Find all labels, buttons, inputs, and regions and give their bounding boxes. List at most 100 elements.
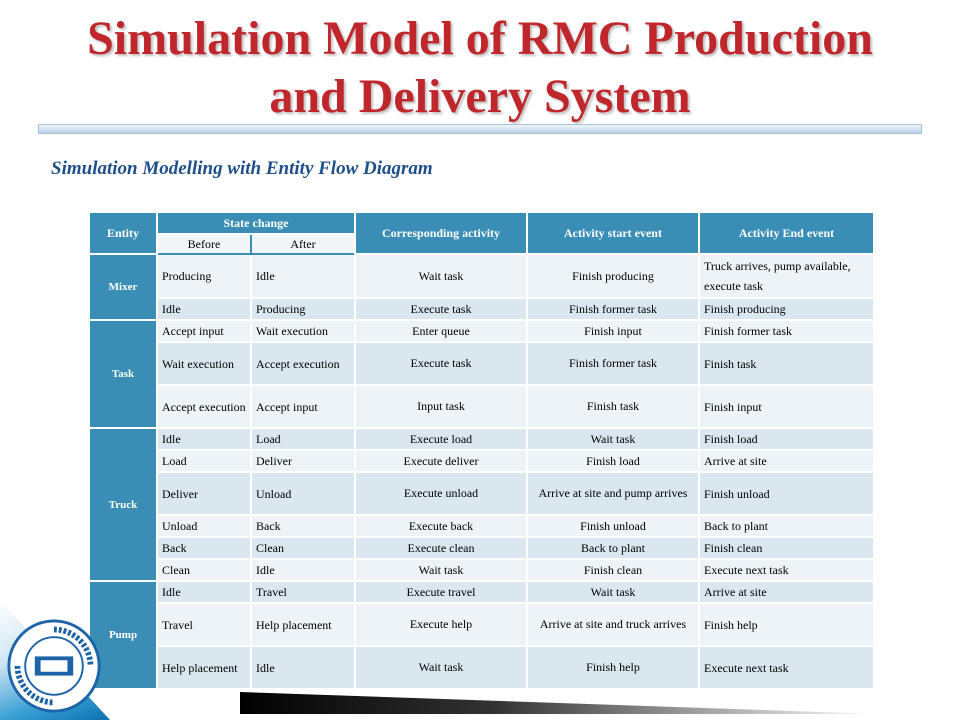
cell-before: Idle [156, 580, 252, 604]
cell-activity: Enter queue [354, 319, 528, 343]
title-divider [38, 124, 922, 134]
header-activity: Corresponding activity [354, 211, 528, 255]
cell-end: Execute next task [698, 558, 875, 582]
cell-after: Producing [250, 297, 356, 321]
cell-activity: Execute task [354, 297, 528, 321]
table-body: Mixer Producing Idle Wait task Finish produc… [88, 253, 875, 690]
table-row: Back Clean Execute clean Back to plant Finis… [89, 536, 875, 560]
cell-activity: Execute help [354, 602, 528, 647]
table-row: Pump Idle Travel Execute travel Wait task Arr… [88, 580, 875, 690]
table-row: Idle Producing Execute task Finish former t… [89, 297, 875, 321]
cell-before: Accept execution [156, 384, 252, 429]
cell-end: Arrive at site [698, 449, 875, 473]
cell-activity: Execute unload [354, 471, 528, 516]
header-start-event: Activity start event [526, 211, 700, 255]
cell-before: Idle [156, 427, 252, 451]
cell-after: Wait execution [250, 319, 356, 343]
entity-cell: Truck [88, 427, 158, 582]
entity-cell: Mixer [88, 253, 158, 321]
cell-start: Wait task [526, 580, 700, 604]
cell-before: Travel [156, 602, 252, 647]
cell-before: Help placement [156, 645, 252, 690]
table-row: Clean Idle Wait task Finish clean Execute ne… [89, 558, 875, 582]
cell-activity: Execute back [354, 514, 528, 538]
entity-flow-table: Entity State change Corresponding activi… [88, 211, 875, 690]
cell-end: Finish task [698, 341, 875, 386]
slide-title-line2: and Delivery System [269, 70, 691, 123]
table-row: Travel Help placement Execute help Arrive a… [89, 602, 875, 647]
cell-before: Deliver [156, 471, 252, 516]
slide-title-line1: Simulation Model of RMC Production [87, 12, 873, 65]
cell-end: Execute next task [698, 645, 875, 690]
cell-start: Finish help [526, 645, 700, 690]
cell-before: Idle [156, 297, 252, 321]
cell-end: Finish former task [698, 319, 875, 343]
cell-activity: Input task [354, 384, 528, 429]
cell-end: Finish load [698, 427, 875, 451]
cell-activity: Wait task [354, 253, 528, 299]
cell-before: Clean [156, 558, 252, 582]
cell-before: Unload [156, 514, 252, 538]
cell-start: Finish producing [526, 253, 700, 299]
header-before: Before [156, 233, 252, 255]
entity-cell: Task [88, 319, 158, 429]
cell-start: Finish task [526, 384, 700, 429]
cell-start: Arrive at site and truck arrives [526, 602, 700, 647]
cell-start: Wait task [526, 427, 700, 451]
table-row: Wait execution Accept execution Execute ta… [89, 341, 875, 386]
cell-activity: Execute deliver [354, 449, 528, 473]
cell-after: Idle [250, 253, 356, 299]
cell-start: Finish input [526, 319, 700, 343]
table-row: Unload Back Execute back Finish unload Back … [89, 514, 875, 538]
cell-start: Finish load [526, 449, 700, 473]
slide-subtitle: Simulation Modelling with Entity Flow Di… [51, 158, 433, 179]
header-state-change: State change [156, 211, 356, 235]
table-row: Mixer Producing Idle Wait task Finish produc… [88, 253, 875, 321]
table-row: Truck Idle Load Execute load Wait task Finish… [88, 427, 875, 582]
cell-activity: Wait task [354, 645, 528, 690]
cell-start: Finish former task [526, 341, 700, 386]
cell-after: Load [250, 427, 356, 451]
cell-activity: Execute task [354, 341, 528, 386]
slide-title: Simulation Model of RMC Production and D… [30, 10, 930, 126]
cell-start: Finish clean [526, 558, 700, 582]
cell-start: Back to plant [526, 536, 700, 560]
header-after: After [250, 233, 356, 255]
cell-before: Producing [156, 253, 252, 299]
cell-end: Finish help [698, 602, 875, 647]
cell-after: Idle [250, 645, 356, 690]
cell-after: Accept execution [250, 341, 356, 386]
cell-after: Clean [250, 536, 356, 560]
cell-after: Deliver [250, 449, 356, 473]
cell-end: Finish producing [698, 297, 875, 321]
header-entity: Entity [88, 211, 158, 255]
cell-end: Finish unload [698, 471, 875, 516]
cell-start: Finish former task [526, 297, 700, 321]
cell-end: Back to plant [698, 514, 875, 538]
table-row: Help placement Idle Wait task Finish help Ex… [89, 645, 875, 690]
cell-activity: Execute travel [354, 580, 528, 604]
cell-after: Idle [250, 558, 356, 582]
cell-start: Arrive at site and pump arrives [526, 471, 700, 516]
cell-before: Wait execution [156, 341, 252, 386]
cell-after: Accept input [250, 384, 356, 429]
bottom-shadow-decoration [240, 692, 880, 714]
cell-before: Load [156, 449, 252, 473]
cell-end: Finish clean [698, 536, 875, 560]
cell-activity: Execute clean [354, 536, 528, 560]
cell-after: Help placement [250, 602, 356, 647]
header-end-event: Activity End event [698, 211, 875, 255]
table-row: Accept execution Accept input Input task Fi… [89, 384, 875, 429]
table-row: Load Deliver Execute deliver Finish load Arr… [89, 449, 875, 473]
cell-after: Unload [250, 471, 356, 516]
table-row: Task Accept input Wait execution Enter queu… [88, 319, 875, 429]
cell-before: Back [156, 536, 252, 560]
cell-end: Finish input [698, 384, 875, 429]
cell-after: Back [250, 514, 356, 538]
table-row: Deliver Unload Execute unload Arrive at sit… [89, 471, 875, 516]
cell-activity: Wait task [354, 558, 528, 582]
cell-after: Travel [250, 580, 356, 604]
cell-activity: Execute load [354, 427, 528, 451]
cell-before: Accept input [156, 319, 252, 343]
cell-start: Finish unload [526, 514, 700, 538]
